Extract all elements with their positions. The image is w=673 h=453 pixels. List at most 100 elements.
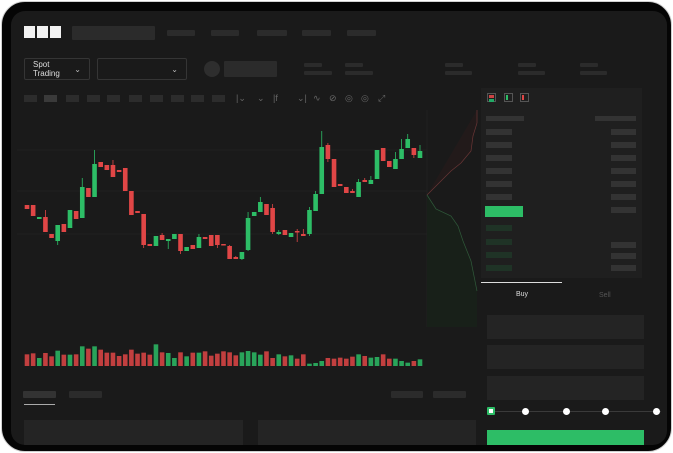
pair-select[interactable]: ⌄ [97,58,187,80]
indicator-icon[interactable]: ⌄ [257,93,265,103]
volume-bar [61,354,67,366]
candle-down [362,180,368,182]
timeframe-button[interactable] [150,95,163,102]
orders-panel [24,420,243,445]
candle-up [368,180,374,184]
trading-mode-select[interactable]: Spot Trading ⌄ [24,58,90,80]
fullscreen-icon[interactable]: ⤢ [378,93,386,103]
volume-bar [356,354,361,366]
line-tool-icon[interactable]: ∿ [313,93,321,103]
candle-down [301,234,306,236]
slider-step-25[interactable] [522,408,529,415]
volume-bar [43,353,48,366]
depth-chart-asks [427,110,477,195]
camera-icon[interactable]: ◎ [345,93,353,103]
volume-bar [184,356,189,366]
pencil-icon[interactable]: ⊘ [329,93,337,103]
filter-button[interactable] [433,391,466,398]
nav-item-4[interactable] [302,30,331,36]
candle-down [122,168,128,191]
orderbook-header-price [486,116,524,121]
volume-bar [411,361,417,366]
volume-bar [147,354,153,366]
stat-value [304,71,332,75]
total-input[interactable] [487,376,644,400]
slider-step-100[interactable] [653,408,660,415]
volume-bar [178,352,183,366]
candle-up [251,212,257,216]
candle-down [61,224,67,232]
slider-step-50[interactable] [563,408,570,415]
timeframe-button[interactable] [212,95,225,102]
volume-bar [104,352,110,366]
nav-item-5[interactable] [347,30,376,36]
slider-step-75[interactable] [602,408,609,415]
volume-bar [294,358,300,366]
pair-name [224,61,277,77]
both-sides-icon[interactable] [487,93,496,102]
asks-only-icon[interactable] [520,93,529,102]
timeframe-button[interactable] [107,95,120,102]
depth-chart-asks-line [426,110,478,196]
candle-down [86,188,91,197]
candle-up [393,159,398,169]
bids-only-icon[interactable] [504,93,513,102]
leverage-slider-track[interactable] [491,411,661,412]
ask-price [486,168,512,174]
buy-tab-underline [481,282,562,283]
timeframe-button[interactable] [87,95,100,102]
dropdown-icon[interactable]: ⌄| [297,93,307,103]
bid-price [486,252,512,258]
candle-up [307,210,312,234]
ask-amount [611,207,636,213]
search-bar[interactable] [72,26,155,40]
volume-bar [319,361,325,366]
candle-down [227,246,232,259]
slider-handle[interactable] [487,407,495,415]
nav-item-2[interactable] [211,30,239,36]
candle-up [288,233,294,237]
depth-chart-bids [427,195,477,327]
ask-amount [611,129,636,135]
volume-bar [36,358,42,366]
amount-input[interactable] [487,345,644,369]
candlestick-chart[interactable] [11,11,667,445]
timeframe-button[interactable] [24,95,37,102]
volume-bar [92,346,97,366]
volume-bar [110,352,116,366]
candle-down [350,191,355,193]
candle-type-icon[interactable]: |⌄ [236,93,246,103]
price-input[interactable] [487,315,644,339]
candle-up [184,247,189,251]
candle-up [405,139,411,148]
timeframe-button[interactable] [191,95,204,102]
formula-icon[interactable]: |f [273,93,278,103]
candle-down [411,148,417,155]
volume-bar [350,356,355,366]
settings-icon[interactable]: ◎ [361,93,369,103]
candle-down [141,214,146,245]
tab-order-history[interactable] [69,391,102,398]
volume-bar [288,355,294,366]
timeframe-button[interactable] [171,95,184,102]
candle-down [135,211,140,213]
candle-up [319,147,325,194]
volume-bar [122,354,128,366]
candle-up [276,232,282,234]
filter-button[interactable] [391,391,423,398]
timeframe-button[interactable] [66,95,79,102]
nav-item-3[interactable] [257,30,287,36]
timeframe-button[interactable] [129,95,142,102]
volume-bar [221,351,226,366]
tab-sell[interactable]: Sell [599,292,611,299]
timeframe-button-active[interactable] [44,95,57,102]
volume-bar [196,352,202,366]
volume-bar [393,358,398,366]
buy-button[interactable] [487,430,644,445]
tab-buy[interactable]: Buy [516,291,529,298]
candle-up [245,218,251,250]
tab-open-orders[interactable] [23,391,56,398]
candle-up [67,210,73,228]
nav-item-1[interactable] [167,30,195,36]
